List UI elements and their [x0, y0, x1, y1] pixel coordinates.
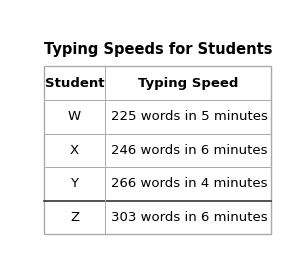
Text: Z: Z — [70, 211, 79, 224]
Text: 246 words in 6 minutes: 246 words in 6 minutes — [111, 144, 267, 157]
Text: Typing Speeds for Students: Typing Speeds for Students — [44, 42, 272, 56]
Bar — [44, 66, 271, 234]
Text: Typing Speed: Typing Speed — [138, 77, 238, 90]
Text: 303 words in 6 minutes: 303 words in 6 minutes — [111, 211, 267, 224]
Text: 266 words in 4 minutes: 266 words in 4 minutes — [111, 177, 267, 190]
Text: X: X — [70, 144, 79, 157]
Text: Y: Y — [71, 177, 79, 190]
Text: Student: Student — [45, 77, 104, 90]
Text: 225 words in 5 minutes: 225 words in 5 minutes — [111, 110, 267, 123]
Text: W: W — [68, 110, 81, 123]
